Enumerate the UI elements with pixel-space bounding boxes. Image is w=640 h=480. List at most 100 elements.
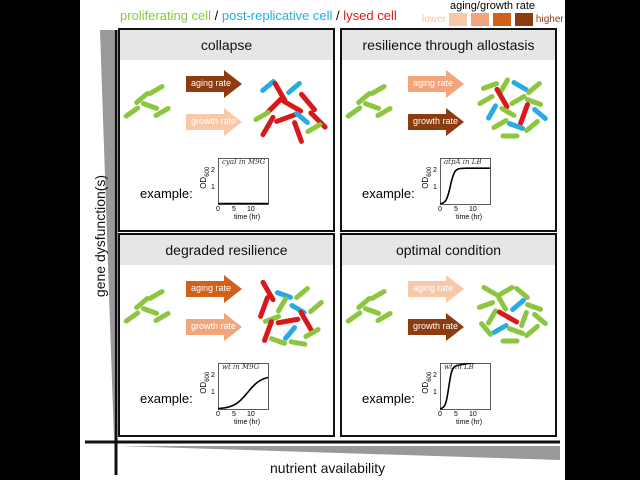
cell (260, 114, 276, 138)
cell (308, 110, 328, 130)
aging-rate-arrow (186, 70, 242, 98)
y-label-sub: 600 (426, 371, 433, 382)
panel-title: collapse (120, 30, 333, 60)
aging-rate-arrow (408, 275, 464, 303)
rate-swatch-4 (514, 13, 533, 26)
proliferating-cells (345, 84, 393, 119)
chart-title: atpA in LB (444, 158, 482, 166)
growth-curve-chart: wt in M9G OD600 2 1 0 5 10 time (hr) (198, 361, 298, 441)
cell (260, 279, 276, 303)
cell (506, 121, 526, 131)
cell (498, 77, 510, 95)
growth-curve-chart: atpA in LB OD600 2 1 0 5 10 time (hr) (420, 156, 520, 236)
cell (268, 336, 288, 346)
cell (506, 326, 526, 336)
x-tick: 0 (216, 411, 220, 418)
cell (140, 306, 160, 316)
cell (476, 300, 496, 310)
cell (274, 112, 298, 124)
legend-post-replicative: post-replicative cell (221, 8, 333, 23)
y-tick: 1 (211, 184, 215, 191)
y-tick: 1 (211, 389, 215, 396)
y-label-text: OD (199, 176, 209, 189)
cell (140, 101, 160, 111)
aging-rate-arrow (408, 70, 464, 98)
chart-title: wt in M9G (222, 363, 260, 371)
cell (262, 314, 282, 324)
x-tick: 5 (232, 206, 236, 213)
result-cells (476, 285, 548, 344)
x-label: time (hr) (456, 419, 483, 426)
example-label: example: (362, 186, 415, 201)
cell (260, 79, 276, 93)
cell (253, 110, 271, 122)
y-label: OD600 (421, 372, 433, 394)
y-axis-gradient (100, 30, 114, 440)
cell (134, 91, 150, 105)
cell (509, 94, 527, 106)
cell (494, 86, 510, 110)
cell (308, 300, 324, 314)
cell (147, 289, 165, 301)
cell (153, 311, 171, 323)
plot-frame (218, 158, 269, 205)
y-label: OD600 (421, 167, 433, 189)
growth-rate-arrow (186, 108, 242, 136)
separator: / (332, 8, 344, 23)
result-cells (253, 79, 328, 144)
cell (345, 105, 363, 119)
x-label: time (hr) (234, 214, 261, 221)
x-tick: 5 (454, 411, 458, 418)
cell (524, 119, 540, 133)
panel-degraded: degraded resilience aging rate growth ra… (118, 233, 335, 437)
y-label: OD600 (199, 372, 211, 394)
aging-rate-arrow (186, 275, 242, 303)
aging-rate-arrow-label: aging rate (191, 283, 232, 293)
rate-swatches (448, 13, 533, 26)
rate-low-label: lower (422, 14, 446, 25)
cell (491, 323, 509, 335)
rate-swatch-1 (448, 13, 467, 26)
panel-optimal: optimal condition aging rate growth rate… (340, 233, 557, 437)
cell (524, 302, 544, 312)
od-curve (440, 363, 477, 410)
growth-rate-arrow-label: growth rate (413, 116, 459, 126)
y-tick: 2 (433, 167, 437, 174)
cell (147, 84, 165, 96)
figure: proliferating cell / post-replicative ce… (80, 0, 565, 480)
growth-rate-arrow (408, 313, 464, 341)
proliferating-cells (345, 289, 393, 324)
x-tick: 5 (454, 206, 458, 213)
cell (496, 294, 508, 312)
result-cells (477, 77, 548, 139)
cell (288, 339, 308, 347)
growth-curve-chart: wt in LB OD600 2 1 0 5 10 time (hr) (420, 361, 520, 441)
axes-graphics (85, 30, 560, 475)
cell (356, 91, 372, 105)
cell (272, 80, 288, 104)
x-tick: 0 (216, 206, 220, 213)
cell (283, 325, 297, 341)
example-label: example: (362, 391, 415, 406)
y-tick: 2 (433, 372, 437, 379)
cell (153, 106, 171, 118)
x-tick: 10 (469, 411, 477, 418)
example-label: example: (140, 186, 193, 201)
x-tick: 10 (247, 411, 255, 418)
y-label-sub: 600 (204, 166, 211, 177)
x-axis-label: nutrient availability (270, 460, 386, 476)
cell (486, 103, 498, 121)
cell (280, 98, 304, 114)
cell (356, 296, 372, 310)
cell (486, 308, 498, 326)
cell (496, 309, 520, 325)
rate-swatch-2 (470, 13, 489, 26)
panel-title: degraded resilience (120, 235, 333, 265)
cell (275, 316, 301, 326)
cell (262, 319, 274, 343)
chart-plot (218, 363, 269, 410)
cell (369, 84, 387, 96)
x-label: time (hr) (234, 419, 261, 426)
result-cells (258, 279, 324, 347)
cell (294, 111, 310, 125)
